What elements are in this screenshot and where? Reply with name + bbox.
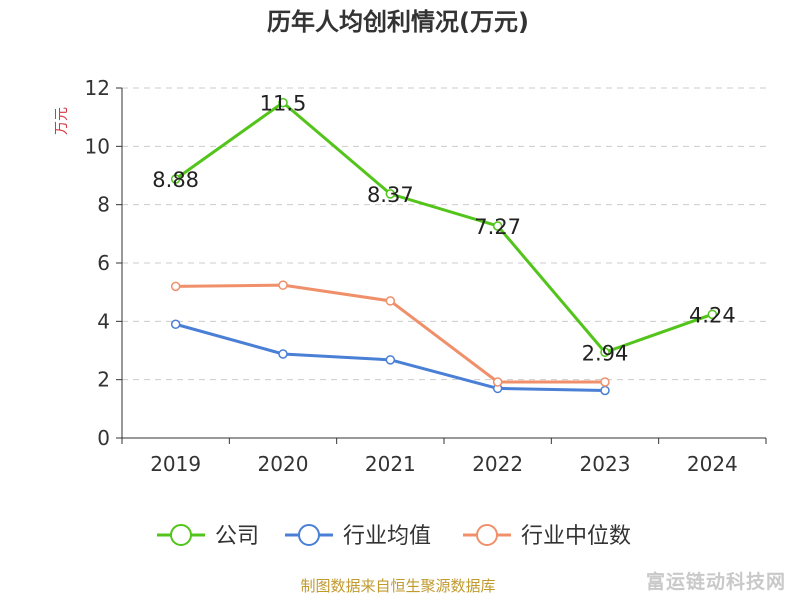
y-tick-label: 8 [97,193,110,217]
data-point[interactable] [385,296,396,306]
legend-label[interactable]: 行业中位数 [521,524,631,549]
data-point[interactable] [278,349,288,359]
x-tick-label: 2022 [472,452,523,476]
data-label: 8.37 [367,183,414,207]
data-point[interactable] [385,189,396,199]
data-label: 11.5 [260,92,307,116]
x-tick-label: 2020 [258,452,309,476]
watermark: 富运链动科技网 [645,571,786,593]
y-tick-label: 0 [97,426,110,450]
legend-label[interactable]: 公司 [215,524,259,549]
y-tick-label: 2 [97,368,110,392]
legend-marker [170,524,192,546]
x-tick-label: 2024 [687,452,738,476]
data-point[interactable] [707,309,718,320]
y-tick-label: 10 [85,134,110,158]
data-label: 2.94 [582,341,629,365]
source-note: 制图数据来自恒生聚源数据库 [300,577,496,595]
series-layer [170,97,718,396]
data-label: 4.24 [689,303,736,327]
data-point[interactable] [278,280,288,290]
data-point[interactable] [170,319,181,329]
data-point[interactable] [492,221,503,231]
data-label: 7.27 [474,215,521,239]
legend-marker [476,524,498,546]
y-tick-label: 4 [97,309,110,333]
y-tick-label: 12 [85,76,110,100]
y-tick-label: 6 [97,251,110,275]
y-axis-label: 万元 [54,107,70,135]
legend-marker [298,524,320,546]
data-label: 8.88 [152,168,199,192]
data-point[interactable] [278,97,288,108]
legend-label[interactable]: 行业均值 [343,524,431,549]
chart-title: 历年人均创利情况(万元) [267,8,529,36]
data-point[interactable] [492,377,503,387]
legend: 公司 行业均值 行业中位数 [157,524,631,549]
data-point[interactable] [170,281,181,292]
data-point[interactable] [600,347,610,357]
grid-lines [122,87,766,381]
data-labels: 8.88 11.5 8.37 7.27 2.94 4.24 [152,92,735,366]
x-tick-label: 2023 [580,452,631,476]
data-point[interactable] [600,385,610,396]
data-point[interactable] [170,174,181,184]
data-point[interactable] [385,355,396,365]
series-line-0 [174,101,713,354]
data-point[interactable] [600,377,610,387]
axes: 0 2 4 6 8 10 12 2019 2020 2021 2022 2023 2024 [85,76,767,476]
x-tick-label: 2021 [365,452,416,476]
x-tick-label: 2019 [150,452,201,476]
